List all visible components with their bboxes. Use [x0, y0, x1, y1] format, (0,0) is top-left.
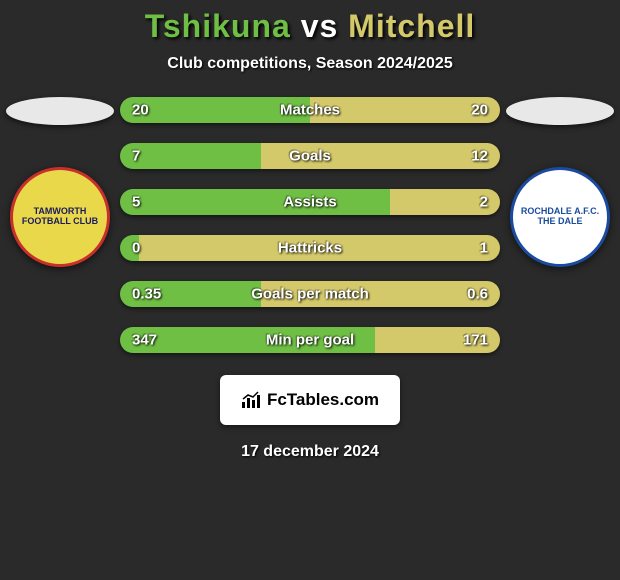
left-side: TAMWORTH FOOTBALL CLUB [0, 97, 120, 267]
stat-label: Goals per match [251, 286, 369, 303]
main-content: TAMWORTH FOOTBALL CLUB 2020Matches712Goa… [0, 97, 620, 353]
right-oval [506, 97, 614, 125]
left-club-badge: TAMWORTH FOOTBALL CLUB [10, 167, 110, 267]
stat-left-value: 347 [132, 332, 157, 349]
stat-row: 347 171 Min per goal [120, 327, 500, 353]
stat-row: 20 20 Matches [120, 97, 500, 123]
title: Tshikuna vs Mitchell [0, 8, 620, 45]
stat-left-value: 0 [132, 240, 140, 257]
stat-label: Min per goal [266, 332, 354, 349]
stat-row: 0 1 Hattricks [120, 235, 500, 261]
stat-right-value: 2 [480, 194, 488, 211]
stat-row: 7 12 Goals [120, 143, 500, 169]
stat-label: Matches [280, 102, 340, 119]
footer-logo-text: FcTables.com [267, 390, 379, 410]
stat-right-value: 1 [480, 240, 488, 257]
stat-bars: 2020Matches712Goals52Assists01Hattricks0… [120, 97, 500, 353]
comparison-card: Tshikuna vs Mitchell Club competitions, … [0, 0, 620, 461]
right-club-name: ROCHDALE A.F.C. THE DALE [513, 207, 607, 227]
footer-logo: FcTables.com [220, 375, 400, 425]
vs-text: vs [291, 8, 348, 44]
stat-left-value: 7 [132, 148, 140, 165]
stat-right-value: 171 [463, 332, 488, 349]
stat-label: Hattricks [278, 240, 342, 257]
bar-left-segment [120, 143, 261, 169]
stat-row: 0.35 0.6 Goals per match [120, 281, 500, 307]
stat-row: 5 2 Assists [120, 189, 500, 215]
player1-name: Tshikuna [145, 8, 291, 44]
stat-left-value: 0.35 [132, 286, 161, 303]
stat-right-value: 20 [471, 102, 488, 119]
left-oval [6, 97, 114, 125]
right-club-badge: ROCHDALE A.F.C. THE DALE [510, 167, 610, 267]
chart-icon [241, 391, 263, 409]
bar-left-segment [120, 189, 390, 215]
stat-left-value: 20 [132, 102, 149, 119]
stat-left-value: 5 [132, 194, 140, 211]
stat-label: Assists [283, 194, 336, 211]
right-side: ROCHDALE A.F.C. THE DALE [500, 97, 620, 267]
stat-label: Goals [289, 148, 331, 165]
subtitle: Club competitions, Season 2024/2025 [0, 55, 620, 73]
player2-name: Mitchell [348, 8, 475, 44]
left-club-name: TAMWORTH FOOTBALL CLUB [13, 207, 107, 227]
date-text: 17 december 2024 [0, 443, 620, 461]
stat-right-value: 12 [471, 148, 488, 165]
stat-right-value: 0.6 [467, 286, 488, 303]
